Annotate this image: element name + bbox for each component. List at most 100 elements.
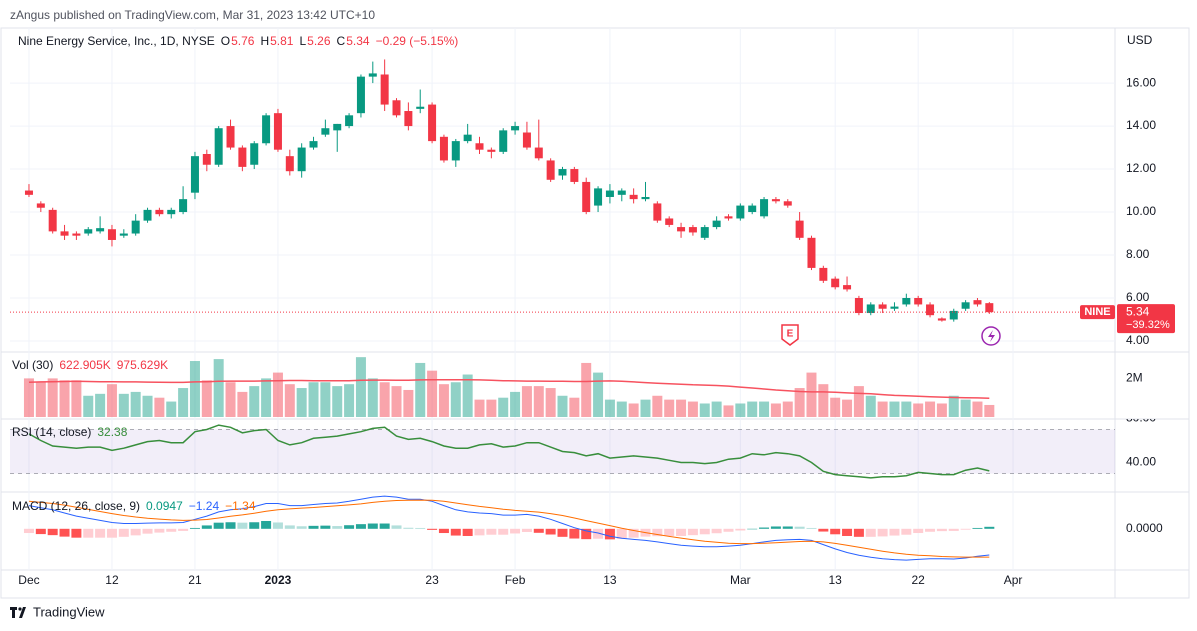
macd-histogram-bar: [415, 527, 426, 529]
volume-bar: [415, 362, 426, 417]
ohlc-close: C 5.34: [337, 34, 370, 48]
macd-histogram-bar: [593, 528, 604, 539]
price-tag: [1117, 304, 1175, 334]
macd-histogram-bar: [984, 526, 995, 529]
y-tick-label: 14.00: [1126, 118, 1156, 132]
candle-body: [807, 237, 816, 268]
macd-histogram-bar: [901, 528, 912, 535]
frame: [0, 27, 1190, 599]
volume-bar: [308, 382, 319, 417]
macd-histogram-bar: [557, 528, 568, 537]
volume-bar: [189, 361, 200, 417]
macd-histogram-bar: [486, 528, 497, 535]
candle-body: [926, 304, 935, 316]
macd-histogram-bar: [521, 528, 532, 532]
candle-body: [831, 278, 840, 288]
macd-histogram-bar: [142, 528, 153, 534]
macd-histogram-bar: [936, 528, 947, 532]
macd-histogram-bar: [498, 528, 509, 535]
candle-body: [309, 141, 318, 148]
candle-body: [190, 156, 199, 193]
volume-bar: [936, 403, 947, 417]
rsi-line: [28, 424, 990, 479]
tradingview-logo: [10, 607, 26, 618]
macd-histogram-bar: [213, 522, 224, 529]
candle-body: [499, 130, 508, 152]
volume-bar: [213, 359, 224, 417]
x-tick-label: 21: [188, 573, 202, 587]
macd-hist-value: 0.0947: [146, 499, 183, 513]
candle-body: [36, 203, 45, 208]
candle-body: [368, 73, 377, 77]
volume-bar: [652, 395, 663, 417]
volume-ma-value: 975.629K: [116, 358, 169, 372]
volume-bar: [830, 397, 841, 417]
volume-bar: [925, 401, 936, 417]
publisher-line: zAngus published on TradingView.com, Mar…: [10, 8, 375, 22]
candle-body: [48, 209, 57, 232]
volume-bar: [735, 403, 746, 417]
volume-bar: [877, 401, 888, 417]
volume-bar: [391, 386, 402, 417]
candle-body: [250, 143, 259, 165]
macd-histogram-bar: [154, 528, 165, 533]
macd-histogram-bar: [759, 527, 770, 529]
macd-histogram-bar: [35, 528, 46, 535]
volume-bar: [913, 403, 924, 417]
footer-brand: TradingView: [33, 604, 105, 619]
change: −0.29 (−5.15%): [375, 34, 459, 48]
candle-body: [522, 132, 531, 148]
macd-histogram-bar: [474, 528, 485, 536]
volume-bar: [699, 403, 710, 417]
candle-body: [819, 267, 828, 281]
candle-body: [771, 199, 780, 202]
volume-bar: [178, 388, 189, 417]
candle-body: [238, 147, 247, 167]
macd-histogram-bar: [687, 528, 698, 536]
volume-bar: [59, 380, 70, 417]
macd-histogram-bar: [225, 522, 236, 529]
volume-bar: [95, 393, 106, 417]
candle-body: [392, 100, 401, 116]
volume-bar: [972, 401, 983, 417]
price-tag-value: 5.34: [1126, 304, 1150, 318]
volume-bar: [604, 399, 615, 417]
macd-histogram-bar: [545, 528, 556, 535]
macd-histogram-bar: [355, 524, 366, 529]
dividend-icon: [981, 326, 1001, 346]
candle-body: [783, 201, 792, 206]
macd-histogram-bar: [830, 528, 841, 535]
candle-body: [748, 205, 757, 213]
candle-body: [961, 302, 970, 309]
macd-histogram-bar: [818, 528, 829, 532]
volume-bar: [249, 386, 260, 417]
y-tick-label: 0.0000: [1126, 521, 1163, 535]
volume-bar: [628, 403, 639, 417]
y-tick-label: 16.00: [1126, 75, 1156, 89]
macd-histogram-bar: [95, 528, 106, 538]
macd-histogram-bar: [166, 528, 177, 532]
volume-bar: [806, 372, 817, 417]
volume-bar: [747, 401, 758, 417]
x-tick-label: 13: [603, 573, 617, 587]
macd-pane: 0.0000: [23, 495, 1163, 561]
volume-bar: [569, 397, 580, 417]
candle-body: [665, 218, 674, 225]
macd-histogram-bar: [71, 528, 82, 538]
candle-body: [167, 209, 176, 215]
volume-bar: [261, 378, 272, 417]
candle-body: [688, 227, 697, 233]
candle-body: [511, 126, 520, 131]
volume-bar: [581, 362, 592, 417]
ohlc-letter: H: [260, 34, 270, 48]
macd-histogram-bar: [699, 528, 710, 535]
candle-body: [854, 297, 863, 314]
macd-histogram-bar: [865, 528, 876, 537]
macd-histogram-bar: [510, 528, 521, 534]
candle-body: [487, 149, 496, 152]
x-tick-label: 22: [912, 573, 926, 587]
volume-bar: [320, 382, 331, 417]
volume-bar: [853, 386, 864, 417]
volume-bar: [759, 401, 770, 417]
